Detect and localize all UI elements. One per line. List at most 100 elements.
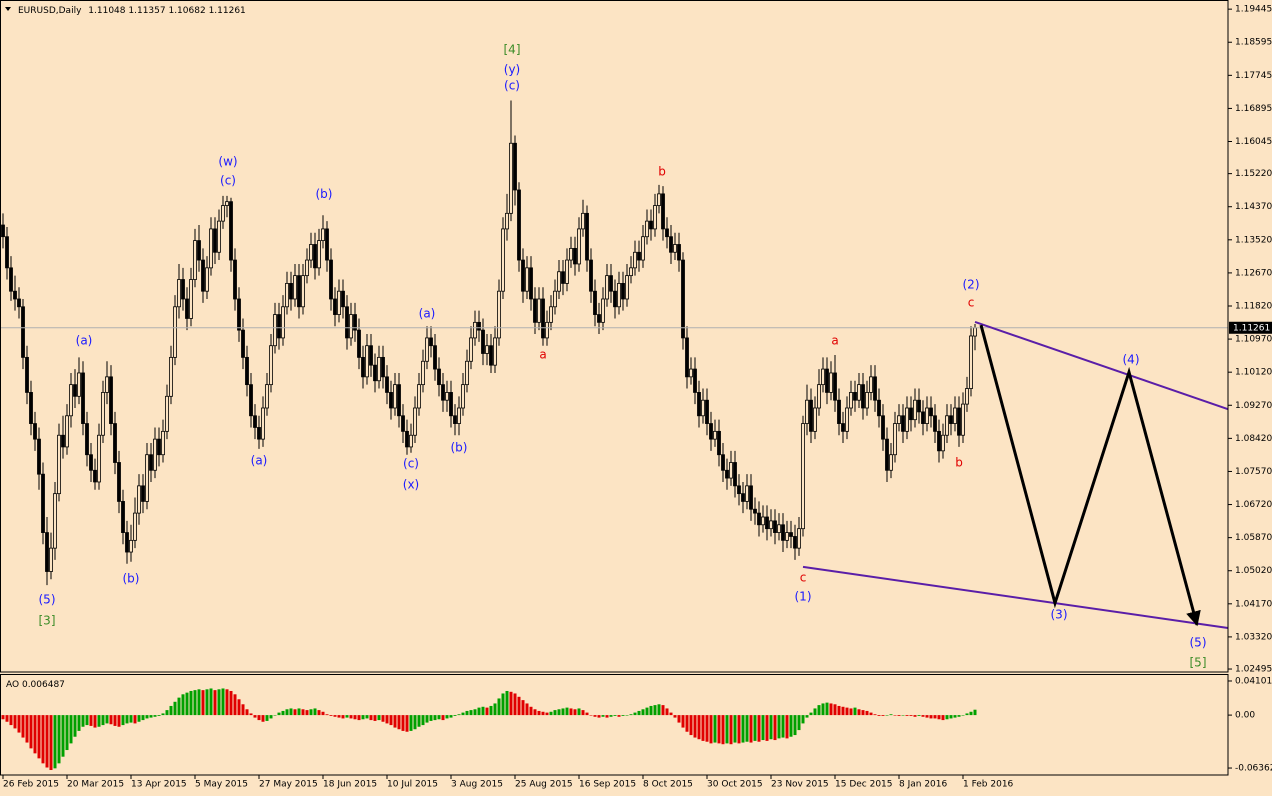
x-tick-label: 20 Mar 2015	[67, 780, 124, 790]
candle-body	[817, 384, 821, 409]
candle-body	[297, 275, 301, 308]
candle-body	[45, 532, 49, 572]
ao-bar	[157, 715, 161, 716]
candle-body	[265, 384, 269, 409]
candle-body	[529, 267, 533, 300]
wave-label: (b)	[316, 187, 333, 201]
candle-body	[789, 532, 793, 537]
wave-label: c	[800, 571, 807, 585]
candle-body	[213, 228, 217, 253]
ao-bar	[793, 715, 797, 736]
ao-bar	[809, 712, 813, 716]
candle-body	[733, 462, 737, 487]
ao-bar	[781, 715, 785, 738]
candle-body	[937, 430, 941, 452]
ao-bar	[673, 715, 677, 718]
ao-bar	[697, 715, 701, 740]
candle-body	[525, 267, 529, 292]
ao-bar	[893, 715, 897, 716]
menu-triangle[interactable]	[5, 7, 11, 11]
ao-bar	[377, 715, 381, 721]
ao-bar	[729, 715, 733, 745]
candle-body	[261, 407, 265, 440]
ao-bar	[581, 710, 585, 716]
ao-bar	[181, 694, 185, 716]
ao-bar	[317, 710, 321, 716]
y-tick-label: 1.16895	[1235, 104, 1272, 114]
ao-bar	[685, 715, 689, 732]
ao-bar	[517, 696, 521, 716]
x-tick-label: 13 Apr 2015	[131, 780, 187, 790]
ao-bar	[97, 715, 101, 727]
ao-bar	[541, 711, 545, 716]
candle-body	[37, 438, 41, 475]
ao-bar	[337, 715, 341, 718]
ao-bar	[965, 713, 969, 716]
candle-body	[29, 392, 33, 424]
candle-body	[865, 392, 869, 409]
candle-body	[649, 220, 653, 230]
ao-bar	[533, 709, 537, 716]
ao-bar	[845, 707, 849, 716]
ao-bar	[593, 715, 597, 717]
y-tick-label: 1.10970	[1235, 335, 1272, 345]
ao-bar	[313, 708, 317, 716]
ao-bar	[901, 715, 905, 716]
candle-body	[385, 376, 389, 393]
y-tick-label: 1.08420	[1235, 434, 1272, 444]
ao-bar	[105, 715, 109, 724]
candle-body	[965, 388, 969, 405]
trendline	[974, 321, 1229, 411]
candle-body	[917, 399, 921, 413]
candle-body	[889, 454, 893, 471]
ao-bar	[101, 715, 105, 726]
ao-bar	[817, 705, 821, 716]
ao-bar	[461, 712, 465, 716]
ao-bar	[733, 715, 737, 743]
candle-body	[329, 259, 333, 300]
candle-body	[257, 427, 261, 440]
candle-body	[837, 399, 841, 424]
candle-body	[237, 298, 241, 331]
candle-body	[341, 290, 345, 308]
y-tick-label: 1.06720	[1235, 500, 1272, 510]
candle-body	[109, 376, 113, 424]
candle-body	[25, 356, 29, 393]
ao-bar	[601, 715, 605, 717]
wave-label: [5]	[1190, 655, 1207, 669]
indicator-title: AO 0.006487	[6, 680, 65, 690]
candle-body	[81, 372, 85, 424]
candle-body	[533, 298, 537, 323]
candle-body	[1, 224, 5, 238]
ao-bar	[141, 715, 145, 721]
candle-body	[269, 345, 273, 386]
candle-body	[169, 356, 173, 397]
ao-bar	[725, 715, 729, 744]
ao-bar	[145, 715, 149, 719]
candle-body	[869, 376, 873, 393]
ao-bar	[913, 715, 917, 717]
candle-body	[397, 384, 401, 417]
ao-bar	[937, 715, 941, 720]
ao-bar	[649, 705, 653, 716]
ao-bar	[329, 715, 333, 716]
candle-body	[609, 275, 613, 292]
ao-bar	[669, 712, 673, 716]
ao-bar	[389, 715, 393, 726]
wave-label: (b)	[451, 441, 468, 455]
y-tick-label: 1.19445	[1235, 5, 1272, 15]
ao-bar	[749, 715, 753, 743]
ao-bar	[505, 690, 509, 716]
candle-body	[925, 407, 929, 424]
ao-bar	[741, 715, 745, 743]
candle-body	[497, 290, 501, 339]
candle-body	[793, 536, 797, 549]
ao-bar	[197, 689, 201, 716]
candle-body	[873, 376, 877, 401]
candle-body	[833, 372, 837, 401]
candle-body	[361, 356, 365, 378]
candle-body	[401, 415, 405, 432]
ao-bar	[645, 707, 649, 716]
ao-bar	[421, 715, 425, 726]
y-tick-label: 1.04170	[1235, 599, 1272, 609]
